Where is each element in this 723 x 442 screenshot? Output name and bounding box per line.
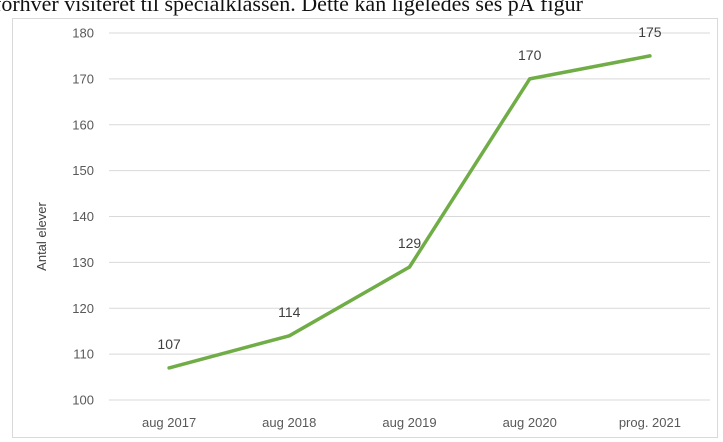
data-point [167,366,171,370]
y-tick-label: 160 [72,117,94,132]
y-tick-label: 130 [72,255,94,270]
x-axis-tick-labels: aug 2017 aug 2018 aug 2019 aug 2020 prog. 20… [142,415,681,430]
data-point [648,54,652,58]
data-label: 107 [157,336,181,352]
y-tick-label: 180 [72,26,94,41]
x-tick-label: aug 2019 [382,415,436,430]
data-label: 175 [638,24,662,40]
data-label: 114 [278,304,301,320]
y-tick-label: 170 [72,71,94,86]
x-tick-label: aug 2018 [262,415,316,430]
y-tick-label: 150 [72,163,94,178]
series-layer [167,54,652,370]
data-point [287,334,291,338]
x-tick-label: aug 2017 [142,415,196,430]
x-tick-label: prog. 2021 [619,415,681,430]
y-axis-title: Antal elever [34,202,49,271]
y-tick-label: 140 [72,209,94,224]
y-tick-label: 110 [73,347,94,362]
data-point [407,265,412,269]
paragraph-text-fragment: forhver visiteret til specialklassen. De… [0,0,583,16]
y-axis-tick-labels: 100 110 120 130 140 150 160 170 180 [72,26,94,408]
chart-frame [12,18,718,438]
data-label: 170 [518,47,542,63]
x-tick-label: aug 2020 [503,415,557,430]
data-labels: 107 114 129 170 175 [157,24,661,352]
y-tick-label: 120 [72,301,94,316]
series-line [167,54,652,370]
data-point [528,77,532,81]
y-tick-label: 100 [72,393,94,408]
grid-lines [109,32,710,401]
data-label: 129 [398,235,422,251]
